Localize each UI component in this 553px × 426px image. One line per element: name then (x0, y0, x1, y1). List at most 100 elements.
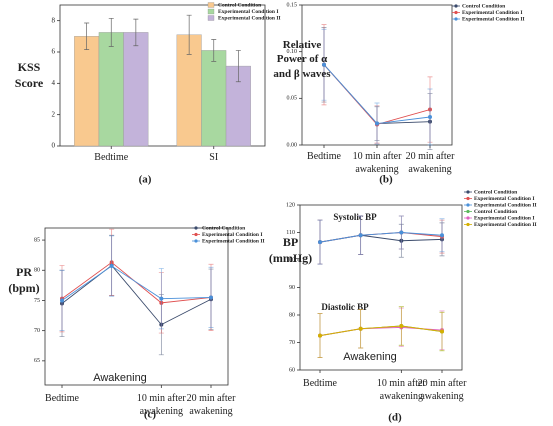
series-line (319, 232, 443, 243)
y-tick-label: 80 (289, 312, 295, 318)
point (209, 295, 213, 300)
y-axis-label: KSS Score (14, 60, 44, 90)
legend-label: Experimental Condition I (462, 10, 523, 16)
plot-frame (299, 204, 463, 371)
caption: (b) (379, 174, 393, 186)
y-axis-label: BP (mmHg) (268, 235, 313, 265)
series-line (61, 264, 212, 326)
x-tick-label: Bedtime (94, 152, 129, 163)
x-tick-label: 10 min after awakening (136, 393, 186, 417)
error-bar (235, 50, 241, 83)
point (440, 329, 444, 334)
legend-label: Control Condition (218, 2, 261, 8)
legend-label: Control Condition (462, 3, 505, 9)
legend-label: Experimental Condition II (462, 16, 525, 22)
point (322, 62, 326, 67)
y-tick-label: 0.15 (287, 2, 298, 8)
error-bar (211, 39, 217, 62)
y-tick-label: 0.05 (287, 96, 298, 102)
legend-marker (466, 196, 470, 201)
plot-frame (59, 4, 266, 147)
bar (123, 32, 149, 147)
legend-marker (454, 17, 458, 21)
point (375, 121, 379, 126)
series-line (319, 325, 443, 337)
y-tick-label: 60 (289, 367, 295, 373)
point (60, 298, 64, 303)
bar (201, 50, 227, 147)
y-tick-label: 120 (286, 202, 295, 208)
y-tick-label: 4 (52, 79, 56, 87)
bar (98, 32, 124, 147)
legend-swatch (207, 15, 215, 21)
annotation: Systolic BP (333, 212, 377, 222)
legend-label: Experimental Condition II (474, 222, 537, 228)
plot-frame (44, 227, 229, 386)
y-tick-label: 0 (52, 142, 56, 150)
caption: (c) (144, 409, 157, 421)
legend-label: Control Condition (474, 189, 517, 195)
legend-marker (194, 239, 198, 243)
legend-label: Experimental Condition I (218, 9, 279, 15)
legend-label: Experimental Condition I (202, 232, 263, 238)
legend-marker (454, 10, 458, 15)
error-bar (108, 17, 114, 47)
x-tick-label: 20 min after awakening (417, 378, 467, 402)
y-tick-label: 70 (34, 328, 40, 334)
point (399, 324, 404, 328)
y-tick-label: 70 (289, 340, 295, 346)
legend-label: Experimental Condition I (474, 196, 535, 202)
caption: (d) (388, 412, 402, 424)
legend-label: Experimental Condition II (218, 15, 281, 21)
caption: (a) (139, 174, 152, 186)
x-tick-label: 20 min after awakening (405, 151, 455, 175)
x-tick-label: 10 min after awakening (376, 378, 426, 402)
y-tick-label: 8 (52, 16, 56, 24)
x-tick-label: Bedtime (303, 378, 337, 389)
y-tick-label: 0.00 (287, 142, 298, 148)
point (318, 240, 322, 245)
point (358, 233, 363, 238)
legend-marker (466, 216, 470, 220)
legend-label: Experimental Condition II (474, 202, 537, 208)
annotation: Diastolic BP (321, 302, 369, 312)
y-tick-label: 100 (286, 257, 295, 263)
point (109, 264, 114, 269)
point (318, 333, 322, 338)
annotation: Awakening (343, 351, 397, 363)
legend-swatch (207, 8, 215, 15)
error-bar (133, 18, 139, 47)
legend-label: Control Condition (202, 225, 245, 231)
y-tick-label: 0.10 (287, 49, 298, 55)
y-tick-label: 65 (34, 358, 40, 364)
legend-label: Experimental Condition I (474, 215, 535, 221)
legend-marker (194, 232, 198, 237)
legend-label: Control Condition (474, 209, 517, 215)
error-bar (84, 22, 90, 50)
x-tick-label: Bedtime (45, 393, 79, 404)
y-tick-label: 85 (34, 237, 40, 243)
y-axis-label: Relative Power of α and β waves (273, 39, 331, 80)
x-tick-label: 20 min after awakening (186, 393, 236, 417)
x-tick-label: 10 min after awakening (352, 151, 402, 175)
legend-label: Experimental Condition II (202, 238, 265, 244)
point (428, 115, 432, 119)
y-tick-label: 75 (34, 298, 40, 304)
legend-marker (466, 203, 470, 207)
point (159, 296, 164, 301)
y-tick-label: 110 (286, 230, 295, 236)
error-bar (186, 14, 192, 55)
y-axis-label: PR (bpm) (8, 265, 40, 295)
legend-marker (466, 209, 470, 214)
y-tick-label: 80 (34, 268, 40, 274)
x-tick-label: Bedtime (307, 151, 341, 162)
x-tick-label: SI (209, 152, 219, 163)
bar (74, 36, 100, 147)
point (358, 326, 363, 331)
annotation: Awakening (93, 372, 147, 384)
legend-marker (466, 222, 470, 227)
y-tick-label: 2 (52, 110, 56, 118)
legend-marker (466, 190, 470, 194)
